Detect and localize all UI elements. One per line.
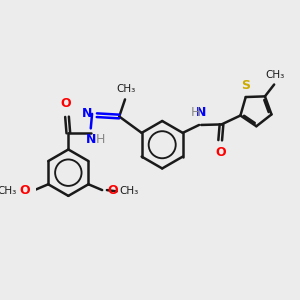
Text: CH₃: CH₃ (266, 70, 285, 80)
Text: N: N (82, 107, 92, 120)
Text: H: H (191, 106, 201, 119)
Text: O: O (60, 97, 71, 110)
Text: O: O (19, 184, 30, 196)
Text: H: H (95, 133, 105, 146)
Text: CH₃: CH₃ (120, 186, 139, 197)
Text: O: O (107, 184, 118, 196)
Text: S: S (241, 79, 250, 92)
Text: N: N (196, 106, 206, 119)
Text: N: N (85, 133, 96, 146)
Text: O: O (215, 146, 226, 159)
Text: CH₃: CH₃ (117, 84, 136, 94)
Text: CH₃: CH₃ (0, 186, 17, 197)
